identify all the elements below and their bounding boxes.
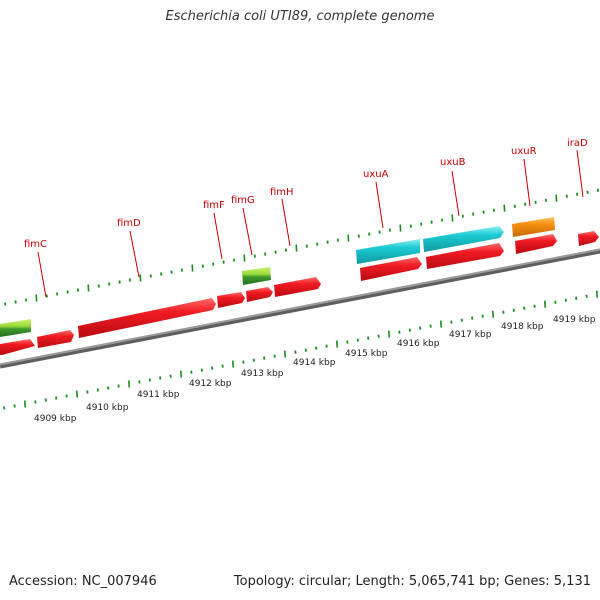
kbp-label: 4909 kbp (34, 414, 77, 424)
kbp-label: 4911 kbp (137, 390, 180, 400)
kbp-label: 4912 kbp (189, 379, 232, 389)
upper-tick-row (4, 188, 600, 306)
gene-features (0, 217, 599, 355)
gene-labels: fimC fimD fimF fimG fimH uxuA uxuB uxuR … (24, 138, 588, 250)
gene-arrow-uxuR-orange[interactable] (512, 217, 555, 237)
gene-arrow-fimG[interactable] (246, 287, 273, 302)
genome-summary-text: Topology: circular; Length: 5,065,741 bp… (233, 574, 591, 589)
gene-label-iraD[interactable]: iraD (567, 138, 588, 149)
gene-arrow[interactable] (0, 319, 31, 337)
kbp-label: 4917 kbp (449, 330, 492, 340)
gene-label-lines (37, 149, 584, 298)
gene-label-uxuB[interactable]: uxuB (440, 157, 466, 168)
kbp-label: 4915 kbp (345, 349, 388, 359)
genome-backbone (0, 248, 600, 369)
gene-arrow-fimG-rna[interactable] (242, 267, 271, 285)
gene-arrow-uxuA[interactable] (360, 257, 422, 281)
gene-arrow-uxuA-cyan[interactable] (356, 239, 420, 264)
gene-arrow-fimF[interactable] (217, 292, 245, 308)
accession-text: Accession: NC_007946 (9, 574, 157, 589)
gene-arrow-uxuB[interactable] (426, 243, 504, 269)
gene-label-fimF[interactable]: fimF (203, 200, 225, 211)
gene-arrow[interactable] (0, 339, 35, 355)
kbp-label: 4913 kbp (241, 369, 284, 379)
gene-arrow-uxuB-cyan[interactable] (423, 226, 504, 252)
gene-arrow-fimC[interactable] (37, 330, 74, 348)
kbp-labels: 4909 kbp 4910 kbp 4911 kbp 4912 kbp 4913… (34, 315, 596, 424)
gene-arrow-iraD[interactable] (578, 231, 599, 246)
gene-arrow-fimH[interactable] (274, 277, 321, 297)
kbp-label: 4910 kbp (86, 403, 129, 413)
kbp-label: 4918 kbp (501, 322, 544, 332)
genome-title: Escherichia coli UTI89, complete genome (165, 9, 435, 24)
gene-label-fimD[interactable]: fimD (117, 218, 141, 229)
gene-label-fimH[interactable]: fimH (270, 187, 294, 198)
gene-label-uxuA[interactable]: uxuA (363, 169, 389, 180)
kbp-label: 4919 kbp (553, 315, 596, 325)
gene-arrow-fimD[interactable] (78, 298, 216, 338)
kbp-label: 4914 kbp (293, 358, 336, 368)
lower-tick-row (3, 290, 598, 410)
gene-label-fimG[interactable]: fimG (231, 195, 255, 206)
gene-arrow-uxuR[interactable] (515, 234, 557, 254)
gene-label-uxuR[interactable]: uxuR (511, 146, 537, 157)
kbp-label: 4916 kbp (397, 339, 440, 349)
gene-label-fimC[interactable]: fimC (24, 239, 47, 250)
